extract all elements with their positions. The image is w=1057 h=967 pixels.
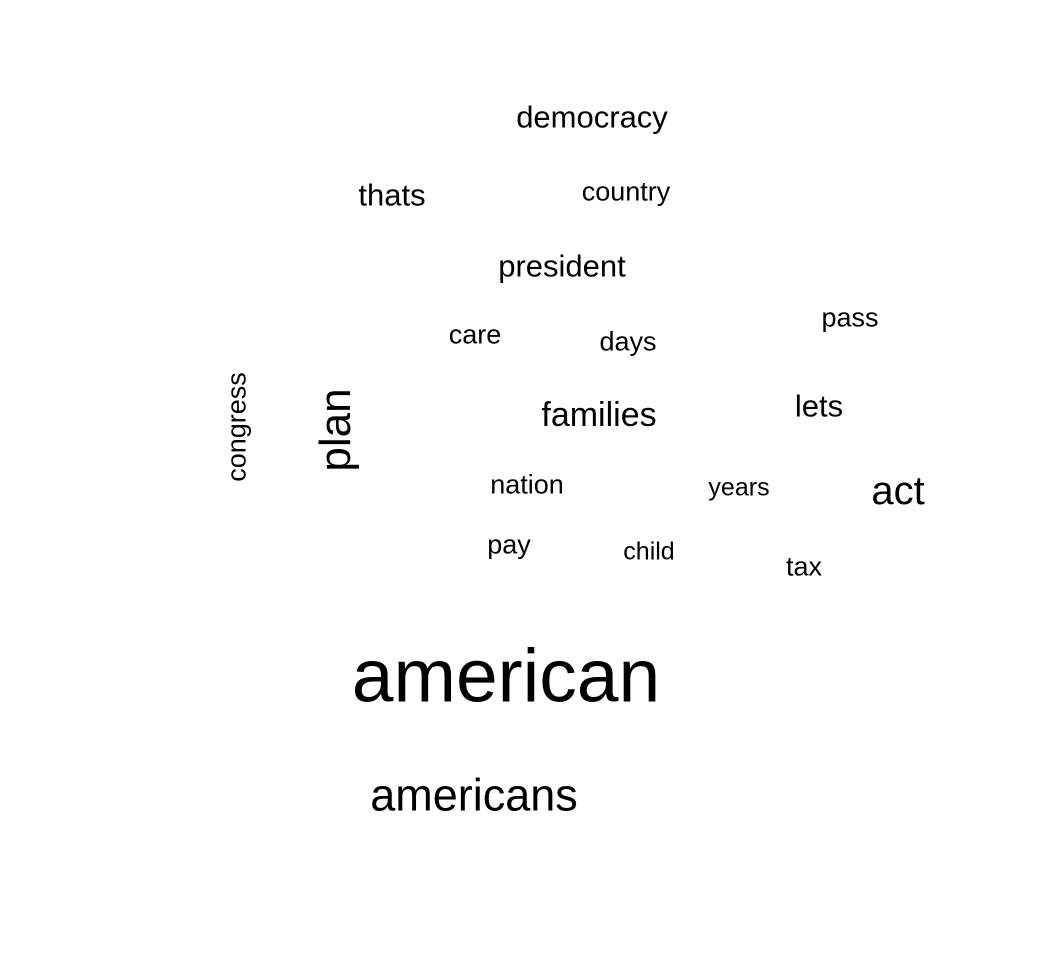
word-pay: pay — [487, 529, 531, 560]
word-years: years — [708, 473, 770, 502]
word-lets: lets — [794, 388, 844, 424]
word-tax: tax — [785, 551, 823, 582]
word-act: act — [871, 469, 925, 513]
word-country: country — [581, 176, 671, 207]
word-families: families — [541, 396, 657, 434]
word-pass: pass — [821, 302, 879, 333]
word-democracy: democracy — [516, 99, 668, 135]
word-president: president — [498, 248, 626, 284]
word-care: care — [448, 319, 502, 350]
word-child: child — [623, 537, 675, 566]
word-american: american — [351, 633, 661, 718]
word-congress: congress — [221, 372, 252, 482]
word-nation: nation — [490, 469, 564, 500]
word-days: days — [599, 326, 657, 357]
word-plan: plan — [311, 388, 360, 472]
word-thats: thats — [358, 177, 426, 213]
word-americans: americans — [370, 769, 578, 821]
